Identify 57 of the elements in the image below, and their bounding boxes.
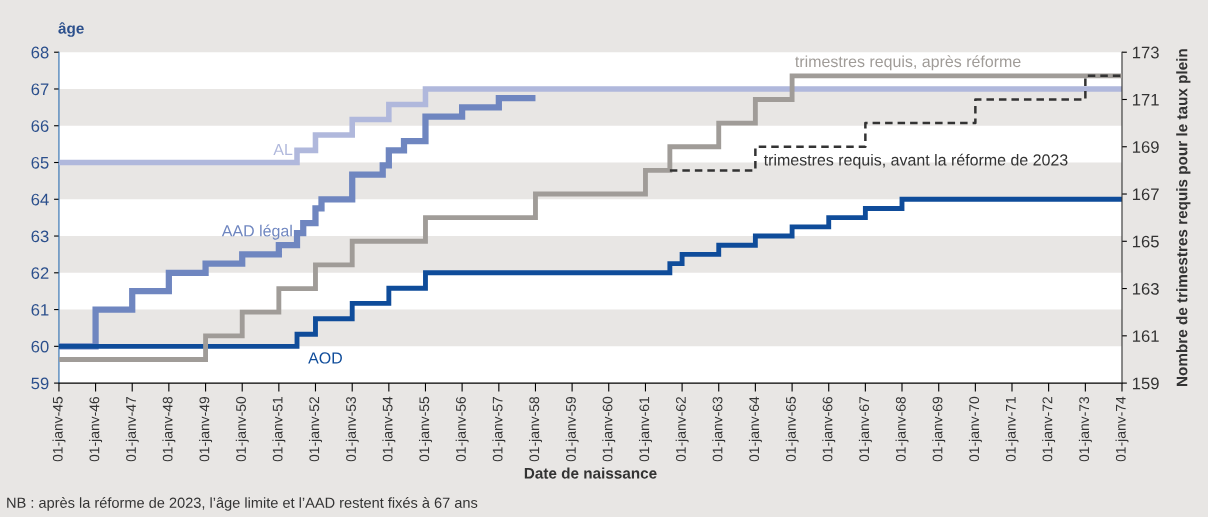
- x-tick-label: 01-janv-60: [602, 396, 616, 462]
- y-tick-label: 63: [31, 230, 49, 243]
- y2-tick-label: 171: [1132, 94, 1159, 106]
- x-axis-title: Date de naissance: [524, 467, 657, 479]
- x-tick-label: 01-janv-66: [822, 396, 836, 462]
- x-tick-label: 01-janv-68: [895, 396, 909, 462]
- x-tick-label: 01-janv-51: [272, 396, 286, 462]
- y2-tick-label: 165: [1132, 235, 1159, 248]
- x-tick-label: 01-janv-47: [125, 396, 139, 462]
- x-tick-label: 01-janv-45: [52, 396, 66, 462]
- text: NB : après la réforme de 2023, l’âge limite et l’AAD restent fixés à 67 ans: [7, 497, 478, 511]
- x-tick-label: 01-janv-67: [858, 396, 872, 462]
- y-tick-label: 59: [31, 377, 49, 390]
- x-tick-label: 01-janv-64: [748, 396, 762, 462]
- y-tick-label: 66: [31, 120, 49, 132]
- y-tick-label: 64: [31, 193, 49, 206]
- y-tick-label: 65: [31, 156, 49, 169]
- x-tick-label: 01-janv-46: [89, 396, 103, 462]
- y2-tick-label: 173: [1132, 46, 1159, 59]
- x-tick-label: 01-janv-54: [382, 396, 396, 462]
- x-tick-label: 01-janv-48: [162, 396, 176, 462]
- x-tick-label: 01-janv-61: [639, 396, 652, 462]
- x-tick-label: 01-janv-70: [968, 396, 982, 462]
- x-tick-label: 01-janv-49: [199, 396, 213, 462]
- y-axis-title: âge: [58, 22, 84, 37]
- y2-tick-label: 159: [1132, 377, 1159, 390]
- x-tick-label: 01-janv-58: [529, 396, 542, 462]
- x-tick-label: 01-janv-71: [1005, 396, 1019, 462]
- series-label: AAD légal: [221, 224, 292, 240]
- series-label: trimestres requis, après réforme: [795, 55, 1021, 71]
- y2-tick-label: 161: [1132, 330, 1159, 343]
- y-tick-label: 67: [31, 83, 49, 96]
- x-tick-label: 01-janv-62: [675, 396, 689, 462]
- y-tick-label: 61: [31, 303, 49, 316]
- x-tick-label: 01-janv-65: [785, 396, 799, 462]
- series-label: AL: [273, 144, 293, 156]
- x-tick-label: 01-janv-53: [345, 396, 359, 462]
- y-tick-label: 60: [31, 340, 49, 353]
- x-tick-label: 01-janv-59: [565, 396, 579, 462]
- y2-axis-title: Nombre de trimestres requis pour le taux plein: [1176, 49, 1191, 386]
- series-label: AOD: [308, 352, 342, 364]
- y2-tick-label: 163: [1132, 282, 1159, 295]
- x-tick-label: 01-janv-52: [309, 396, 322, 462]
- x-tick-label: 01-janv-69: [932, 396, 946, 462]
- x-tick-label: 01-janv-63: [712, 396, 726, 462]
- y2-tick-label: 169: [1132, 141, 1159, 153]
- x-tick-label: 01-janv-50: [235, 396, 249, 462]
- x-tick-label: 01-janv-72: [1042, 396, 1056, 462]
- y2-tick-label: 167: [1132, 188, 1159, 201]
- y-tick-label: 68: [31, 46, 49, 59]
- x-tick-label: 01-janv-55: [419, 396, 432, 462]
- x-tick-label: 01-janv-57: [492, 396, 506, 462]
- series-label: trimestres requis, avant la réforme de 2023: [763, 153, 1068, 169]
- x-tick-label: 01-janv-74: [1115, 396, 1129, 462]
- x-tick-label: 01-janv-56: [455, 396, 469, 462]
- x-tick-label: 01-janv-73: [1078, 396, 1092, 462]
- y-tick-label: 62: [31, 267, 49, 280]
